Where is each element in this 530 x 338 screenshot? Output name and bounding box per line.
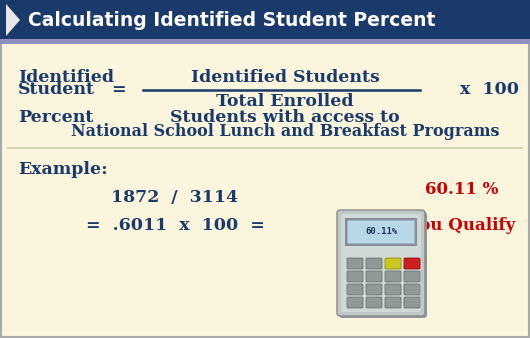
Text: Student: Student: [18, 81, 95, 98]
Text: x  100: x 100: [461, 81, 519, 98]
FancyBboxPatch shape: [385, 271, 401, 282]
FancyBboxPatch shape: [345, 218, 417, 246]
FancyBboxPatch shape: [404, 284, 420, 295]
FancyBboxPatch shape: [404, 258, 420, 269]
Polygon shape: [6, 4, 20, 36]
FancyBboxPatch shape: [385, 258, 401, 269]
FancyBboxPatch shape: [0, 0, 530, 40]
FancyBboxPatch shape: [347, 297, 363, 308]
Text: Identified Students: Identified Students: [191, 70, 379, 87]
Text: =  .6011  x  100  =: = .6011 x 100 =: [85, 217, 264, 235]
FancyBboxPatch shape: [347, 271, 363, 282]
Text: Percent: Percent: [18, 108, 93, 125]
Text: 1872  /  3114: 1872 / 3114: [111, 190, 238, 207]
FancyBboxPatch shape: [0, 39, 530, 44]
FancyBboxPatch shape: [366, 297, 382, 308]
FancyBboxPatch shape: [347, 284, 363, 295]
Text: =: =: [111, 81, 125, 98]
FancyBboxPatch shape: [366, 271, 382, 282]
Text: Example:: Example:: [18, 162, 108, 178]
Text: Calculating Identified Student Percent: Calculating Identified Student Percent: [28, 10, 435, 29]
Text: You Qualify: You Qualify: [409, 217, 515, 235]
FancyBboxPatch shape: [339, 212, 427, 318]
FancyBboxPatch shape: [337, 210, 425, 316]
FancyBboxPatch shape: [347, 220, 415, 244]
Text: 60.11%: 60.11%: [365, 227, 397, 237]
FancyBboxPatch shape: [385, 284, 401, 295]
FancyBboxPatch shape: [347, 258, 363, 269]
Text: 60.11 %: 60.11 %: [425, 182, 499, 198]
FancyBboxPatch shape: [366, 284, 382, 295]
Text: Students with access to: Students with access to: [170, 108, 400, 125]
Text: National School Lunch and Breakfast Programs: National School Lunch and Breakfast Prog…: [70, 123, 499, 141]
Text: Identified: Identified: [18, 70, 114, 87]
FancyBboxPatch shape: [404, 271, 420, 282]
Text: Total Enrolled: Total Enrolled: [216, 94, 354, 111]
FancyBboxPatch shape: [404, 297, 420, 308]
FancyBboxPatch shape: [341, 214, 421, 312]
FancyBboxPatch shape: [366, 258, 382, 269]
FancyBboxPatch shape: [385, 297, 401, 308]
